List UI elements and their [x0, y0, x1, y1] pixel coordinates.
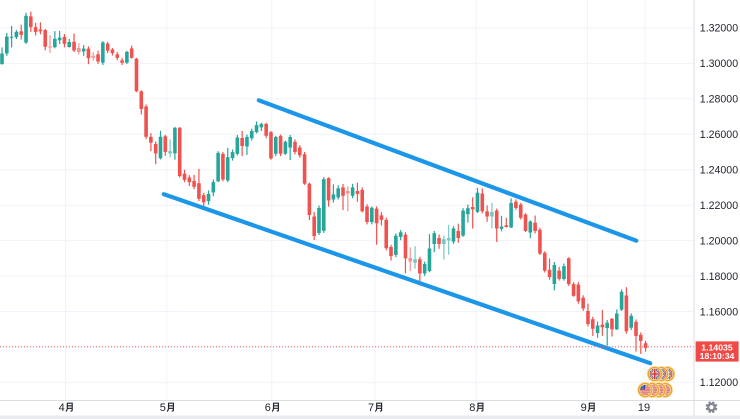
svg-text:4: 4: [59, 402, 65, 414]
svg-text:1.12000: 1.12000: [700, 377, 738, 389]
svg-text:1.32000: 1.32000: [700, 23, 738, 35]
svg-text:1.30000: 1.30000: [700, 58, 738, 70]
svg-text:1.18000: 1.18000: [700, 271, 738, 283]
svg-text:1.20000: 1.20000: [700, 235, 738, 247]
svg-text:1.22000: 1.22000: [700, 200, 738, 212]
svg-text:9: 9: [581, 402, 587, 414]
svg-text:1.24000: 1.24000: [700, 165, 738, 177]
svg-text:7: 7: [368, 402, 374, 414]
svg-text:5: 5: [160, 402, 166, 414]
svg-text:1.28000: 1.28000: [700, 94, 738, 106]
svg-text:18:10:34: 18:10:34: [700, 351, 735, 361]
svg-text:6: 6: [265, 402, 271, 414]
svg-text:1.14035: 1.14035: [701, 342, 733, 352]
svg-text:1.16000: 1.16000: [700, 306, 738, 318]
svg-text:19: 19: [638, 402, 650, 414]
svg-text:8: 8: [469, 402, 475, 414]
svg-text:1.26000: 1.26000: [700, 129, 738, 141]
